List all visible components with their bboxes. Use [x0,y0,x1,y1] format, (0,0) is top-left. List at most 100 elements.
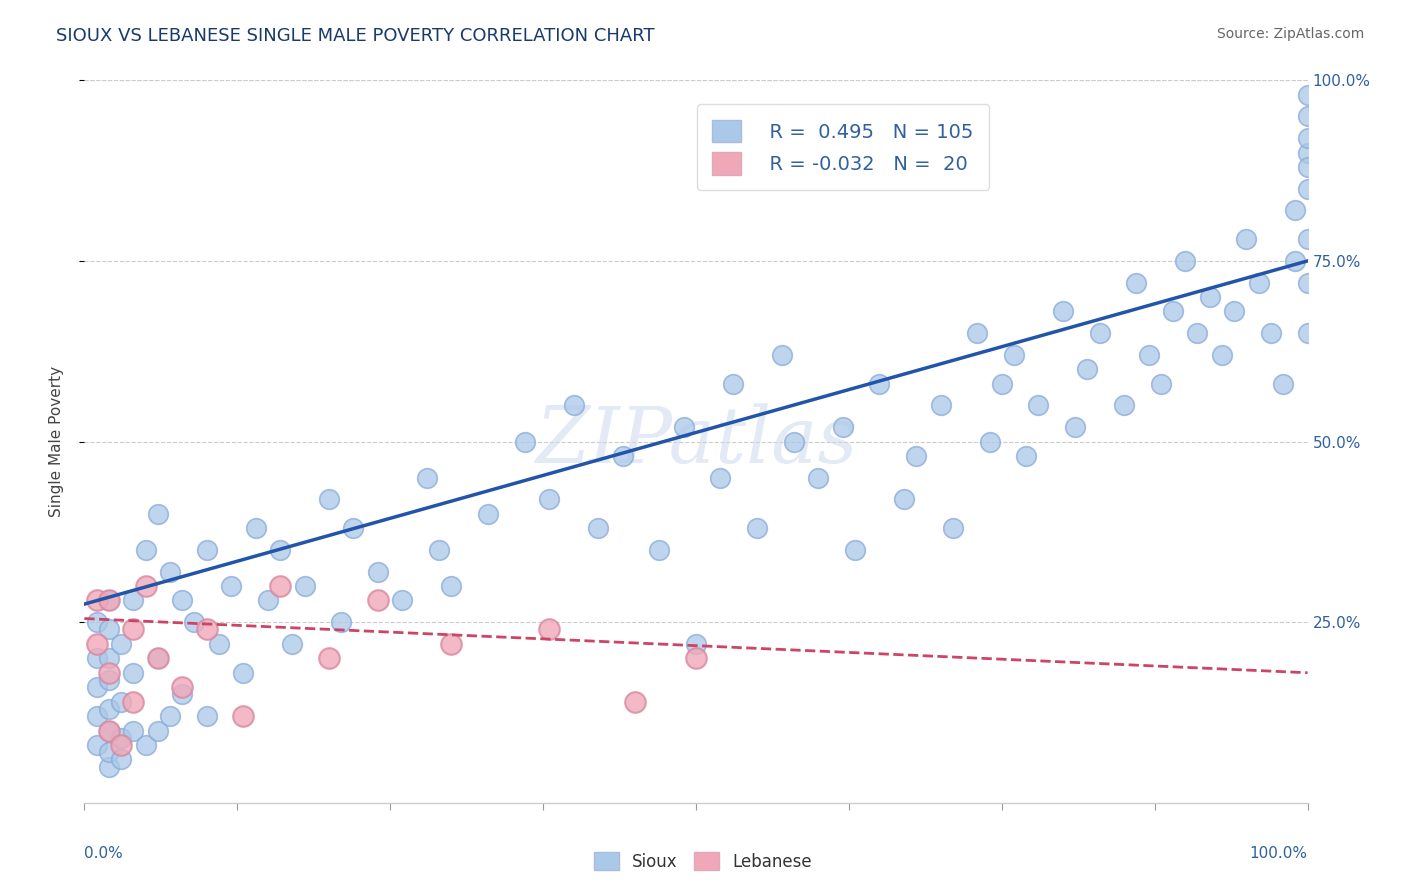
Point [831,420,853,434]
Point [1236,232,1258,246]
Point [783,434,806,449]
Point [709,470,731,484]
Point [1272,376,1295,391]
Point [612,449,634,463]
Point [1296,182,1319,196]
Point [942,521,965,535]
Point [159,565,181,579]
Point [97,745,120,759]
Point [110,637,132,651]
Point [966,326,988,340]
Point [97,760,120,774]
Text: SIOUX VS LEBANESE SINGLE MALE POVERTY CORRELATION CHART: SIOUX VS LEBANESE SINGLE MALE POVERTY CO… [56,27,655,45]
Point [1125,276,1147,290]
Legend:   R =  0.495   N = 105,   R = -0.032   N =  20: R = 0.495 N = 105, R = -0.032 N = 20 [696,104,988,190]
Point [195,709,218,723]
Point [122,695,145,709]
Point [342,521,364,535]
Point [1137,348,1160,362]
Point [146,723,169,738]
Point [195,623,218,637]
Point [807,470,830,484]
Point [538,623,561,637]
Point [122,723,145,738]
Text: 0.0%: 0.0% [84,847,124,861]
Point [110,731,132,745]
Point [721,376,744,391]
Point [979,434,1001,449]
Point [440,637,463,651]
Point [648,542,671,557]
Point [1052,304,1074,318]
Text: 100.0%: 100.0% [1250,847,1308,861]
Point [318,651,340,665]
Point [269,579,291,593]
Point [159,709,181,723]
Point [146,651,169,665]
Point [1028,398,1050,412]
Point [440,579,463,593]
Point [586,521,609,535]
Point [1247,276,1270,290]
Point [1296,110,1319,124]
Point [86,680,108,694]
Point [97,623,120,637]
Point [172,680,194,694]
Point [905,449,928,463]
Text: Source: ZipAtlas.com: Source: ZipAtlas.com [1216,27,1364,41]
Point [513,434,536,449]
Point [110,738,132,752]
Point [416,470,439,484]
Point [1114,398,1136,412]
Point [86,615,108,630]
Point [685,637,707,651]
Point [747,521,769,535]
Point [97,723,120,738]
Point [86,738,108,752]
Point [1064,420,1087,434]
Point [232,665,254,680]
Point [1296,87,1319,102]
Point [219,579,242,593]
Point [1161,304,1184,318]
Point [183,615,205,630]
Point [685,651,707,665]
Point [770,348,793,362]
Point [1260,326,1282,340]
Point [367,565,389,579]
Point [294,579,316,593]
Point [97,702,120,716]
Point [1150,376,1173,391]
Point [86,637,108,651]
Point [1284,203,1306,218]
Point [86,651,108,665]
Point [1198,290,1220,304]
Point [257,593,280,607]
Point [477,507,499,521]
Point [97,723,120,738]
Point [1296,232,1319,246]
Point [1296,160,1319,174]
Text: ZIPatlas: ZIPatlas [534,403,858,480]
Point [97,665,120,680]
Point [672,420,695,434]
Point [97,673,120,687]
Point [86,709,108,723]
Point [1223,304,1246,318]
Point [427,542,450,557]
Point [929,398,952,412]
Point [624,695,647,709]
Point [146,507,169,521]
Point [122,593,145,607]
Point [208,637,231,651]
Point [110,695,132,709]
Point [146,651,169,665]
Point [1296,326,1319,340]
Point [893,492,915,507]
Point [1284,253,1306,268]
Point [1296,131,1319,145]
Point [1002,348,1025,362]
Y-axis label: Single Male Poverty: Single Male Poverty [49,366,63,517]
Point [538,492,561,507]
Point [1088,326,1111,340]
